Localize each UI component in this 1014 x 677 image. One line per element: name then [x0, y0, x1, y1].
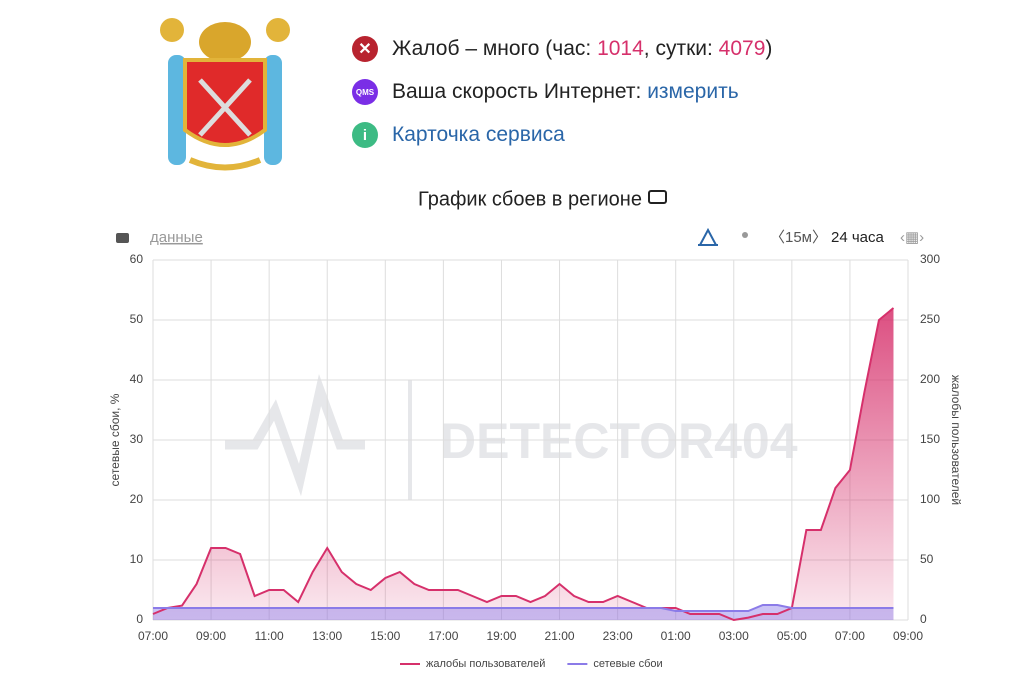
chart-type-icon[interactable] [698, 227, 718, 246]
emblem [160, 18, 290, 171]
card-link[interactable]: Карточка сервиса [392, 123, 565, 146]
legend-label: сетевые сбои [593, 658, 662, 670]
speed-label: Ваша скорость Интернет: [392, 80, 648, 103]
x-tick-label: 07:00 [138, 629, 168, 643]
data-link[interactable]: данные [150, 229, 203, 246]
x-tick-label: 13:00 [312, 629, 342, 643]
info-icon: i [352, 122, 378, 148]
y-tick-label: 40 [130, 372, 144, 386]
status-text: , сутки: [643, 37, 719, 60]
y-tick-label: 30 [130, 432, 144, 446]
y2-tick-label: 50 [920, 552, 934, 566]
status-row: ✕ Жалоб – много (час: 1014, сутки: 4079) [352, 35, 772, 63]
speed-link[interactable]: измерить [647, 80, 739, 103]
y-tick-label: 20 [130, 492, 144, 506]
x-tick-label: 19:00 [486, 629, 516, 643]
camera-icon[interactable] [116, 233, 129, 243]
x-tick-label: 11:00 [255, 629, 284, 643]
y2-tick-label: 0 [920, 612, 927, 626]
x-tick-label: 09:00 [196, 629, 226, 643]
y-axis-title: сетевые сбои, % [108, 393, 122, 486]
status-text: ) [765, 37, 773, 60]
y2-tick-label: 150 [920, 432, 940, 446]
y-tick-label: 50 [130, 312, 144, 326]
monitor-icon [648, 190, 667, 204]
x-tick-label: 05:00 [777, 629, 807, 643]
y2-tick-label: 100 [920, 492, 940, 506]
x-tick-label: 09:00 [893, 629, 923, 643]
line [152, 307, 895, 622]
y2-tick-label: 250 [920, 312, 940, 326]
y-tick-label: 10 [130, 552, 144, 566]
area [153, 308, 894, 620]
card-row: i Карточка сервиса [352, 121, 565, 149]
watermark: DETECTOR404 [440, 413, 798, 469]
day-count: 4079 [718, 37, 766, 60]
error-icon: ✕ [352, 36, 378, 62]
y2-tick-label: 200 [920, 372, 940, 386]
speed-row: QMS Ваша скорость Интернет: измерить [352, 78, 739, 106]
status-text: Жалоб – много (час: [392, 37, 598, 60]
x-tick-label: 01:00 [661, 629, 691, 643]
x-tick-label: 15:00 [370, 629, 400, 643]
x-tick-label: 07:00 [835, 629, 865, 643]
line [153, 604, 894, 612]
interval[interactable]: 〈15м〉 [770, 229, 827, 246]
y2-axis-title: жалобы пользователей [949, 375, 963, 505]
qms-icon: QMS [352, 79, 378, 105]
period[interactable]: 24 часа [831, 229, 885, 246]
x-tick-label: 03:00 [719, 629, 749, 643]
hour-count: 1014 [597, 37, 644, 60]
x-tick-label: 21:00 [545, 629, 575, 643]
watermark-logo [225, 373, 365, 497]
y2-tick-label: 300 [920, 252, 940, 266]
x-tick-label: 23:00 [603, 629, 633, 643]
legend-label: жалобы пользователей [426, 658, 545, 670]
y-tick-label: 0 [136, 612, 143, 626]
y-tick-label: 60 [130, 252, 144, 266]
chart-title: График сбоев в регионе [418, 188, 642, 210]
x-tick-label: 17:00 [428, 629, 458, 643]
user-icon[interactable] [742, 232, 748, 238]
calendar-nav[interactable]: ‹▦› [900, 229, 924, 246]
